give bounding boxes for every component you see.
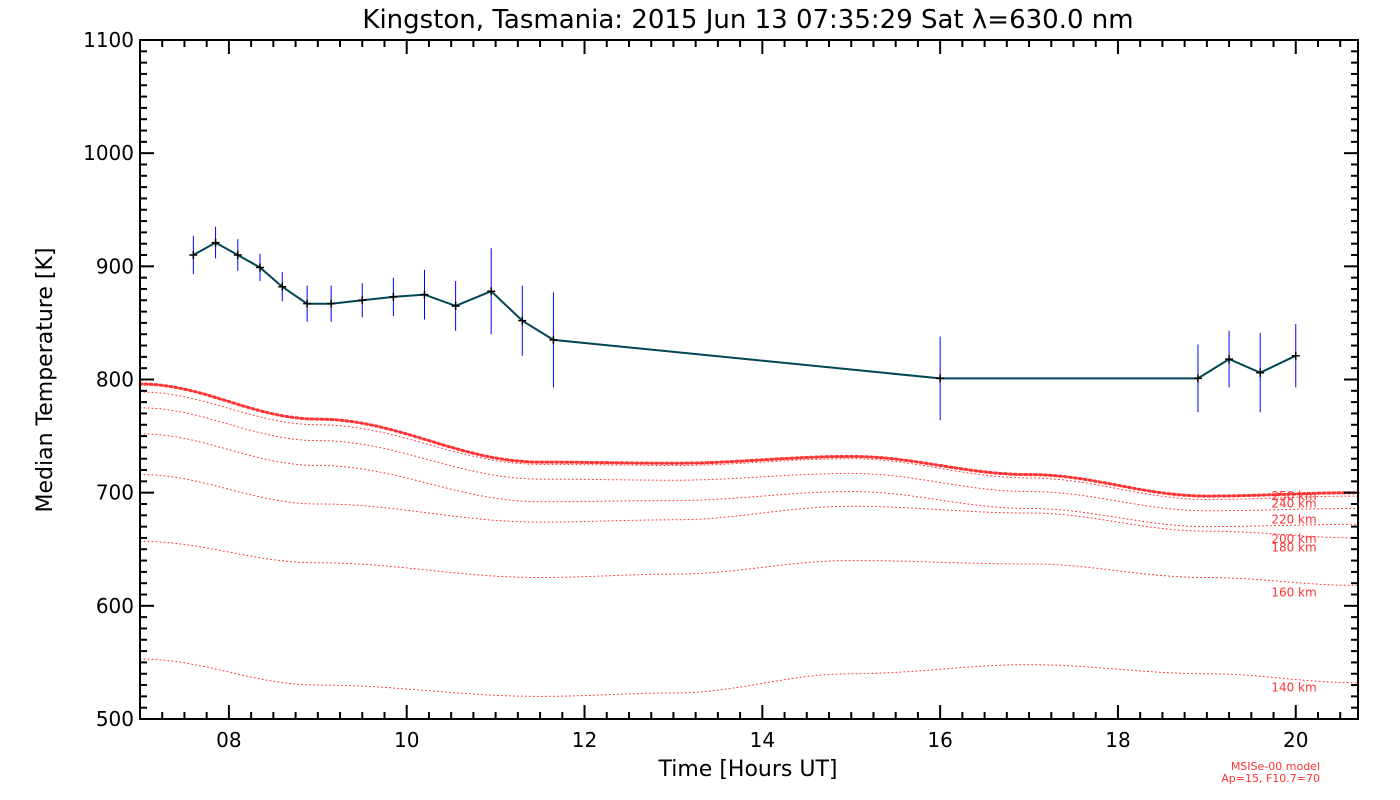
model-line-180km xyxy=(139,474,1359,539)
x-tick-label: 16 xyxy=(927,728,952,752)
x-tick-label: 08 xyxy=(216,728,241,752)
measured-series xyxy=(189,226,1300,421)
model-note-line2: Ap=15, F10.7=70 xyxy=(1221,772,1320,785)
data-point xyxy=(278,282,287,291)
model-label-180km: 180 km xyxy=(1271,541,1316,555)
axis-ticks: 08 10 12 14 16 18 20 500 600 700 800 900 1000 1100 xyxy=(83,28,1358,752)
model-line-240km xyxy=(139,391,1359,501)
y-tick-label: 900 xyxy=(96,254,134,278)
x-tick-label: 20 xyxy=(1283,728,1308,752)
data-point xyxy=(389,292,398,301)
data-point xyxy=(189,251,198,260)
y-tick-label: 1000 xyxy=(83,141,134,165)
data-point xyxy=(358,296,367,305)
x-axis-label: Time [Hours UT] xyxy=(658,757,838,782)
model-note-line1: MSISe-00 model xyxy=(1231,760,1320,773)
model-line-140km xyxy=(139,658,1359,697)
y-axis-label: Median Temperature [K] xyxy=(33,248,58,513)
x-tick-label: 10 xyxy=(394,728,419,752)
data-point xyxy=(1291,351,1300,360)
model-label-200km: 200 km xyxy=(1271,532,1316,546)
model-line-200km xyxy=(139,433,1359,528)
data-point xyxy=(1225,355,1234,364)
model-label-220km: 220 km xyxy=(1271,512,1316,526)
data-point xyxy=(1256,368,1265,377)
x-tick-label: 14 xyxy=(750,728,775,752)
model-label-240km: 240 km xyxy=(1271,496,1316,510)
data-point xyxy=(420,290,429,299)
x-tick-label: 12 xyxy=(572,728,597,752)
y-tick-label: 1100 xyxy=(83,28,134,52)
y-tick-label: 600 xyxy=(96,594,134,618)
model-label-250km: 250 km xyxy=(1271,489,1316,503)
x-tick-label: 18 xyxy=(1105,728,1130,752)
data-point xyxy=(327,299,336,308)
data-point xyxy=(211,238,220,247)
plot-frame xyxy=(139,39,1359,720)
y-tick-label: 700 xyxy=(96,481,134,505)
y-tick-label: 500 xyxy=(96,707,134,731)
y-tick-label: 800 xyxy=(96,368,134,392)
data-point xyxy=(518,316,527,325)
model-lines xyxy=(138,382,1360,697)
data-point xyxy=(487,287,496,296)
model-line-250km xyxy=(138,382,1360,498)
model-label-140km: 140 km xyxy=(1271,681,1316,695)
data-point xyxy=(256,263,265,272)
data-point xyxy=(451,301,460,310)
model-label-160km: 160 km xyxy=(1271,586,1316,600)
model-line-160km xyxy=(139,540,1359,586)
measured-line xyxy=(192,241,1297,380)
data-point xyxy=(936,374,945,383)
data-point xyxy=(549,335,558,344)
data-point xyxy=(233,251,242,260)
data-point xyxy=(1193,374,1202,383)
chart-title: Kingston, Tasmania: 2015 Jun 13 07:35:29… xyxy=(362,5,1133,35)
data-point xyxy=(303,299,312,308)
model-line-220km xyxy=(139,407,1359,512)
